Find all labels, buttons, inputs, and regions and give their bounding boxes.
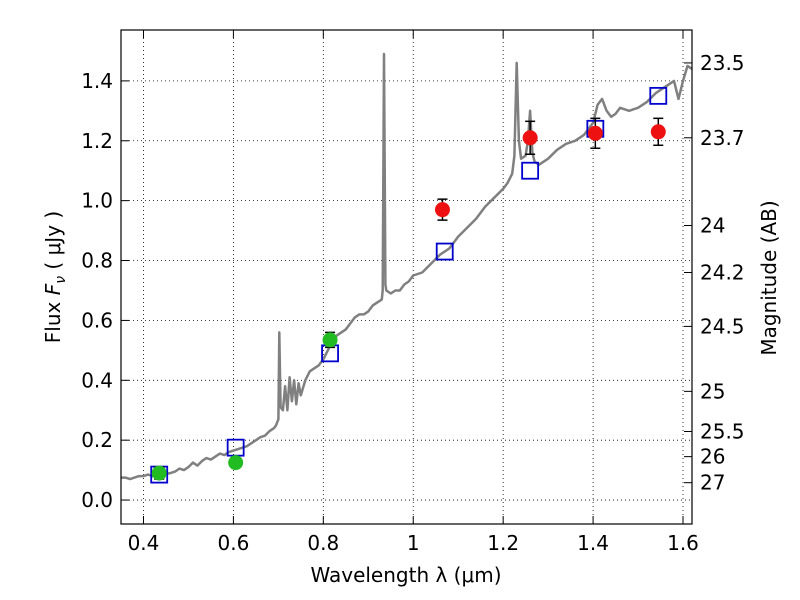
- photometry-markers: [150, 86, 668, 484]
- y-tick-label: 0.0: [81, 488, 113, 512]
- y-axis-label-subscript: ν: [53, 276, 69, 284]
- y-tick-label: 1.0: [81, 189, 113, 213]
- model-photometry-square: [435, 242, 454, 261]
- y-tick-label: 1.4: [81, 69, 113, 93]
- x-tick-label: 1.6: [667, 531, 699, 555]
- axis-ticks: 0.4 0.6 0.8 1 1.2 1.4 1.6 0.0 0.2 0.4 0.6 0.8 1.0 1.2…: [81, 30, 745, 555]
- y-axis-label: Flux Fν ( μJy ): [41, 211, 69, 343]
- y-tick-label: 0.6: [81, 308, 113, 332]
- plot-frame: [120, 29, 693, 525]
- y-axis-label-prefix: Flux: [41, 295, 65, 343]
- y2-tick-label: 24: [700, 214, 725, 238]
- y-axis-label-symbol: F: [41, 283, 65, 295]
- y2-tick-label: 27: [700, 471, 725, 495]
- x-tick-label: 1: [407, 531, 420, 555]
- observed-photometry-point: [587, 125, 603, 141]
- x-tick-label: 0.6: [217, 531, 249, 555]
- y-tick-label: 0.8: [81, 249, 113, 273]
- y2-tick-label: 26: [700, 445, 725, 469]
- y2-tick-label: 24.5: [700, 314, 745, 338]
- y-tick-label: 0.4: [81, 368, 113, 392]
- spectrum-line: [121, 52, 693, 481]
- observed-photometry-point: [151, 465, 167, 481]
- x-tick-label: 1.2: [487, 531, 519, 555]
- y2-tick-label: 25.5: [700, 419, 745, 443]
- spectrum-series: [121, 52, 693, 481]
- y-tick-label: 0.2: [81, 428, 113, 452]
- y-tick-label: 1.2: [81, 129, 113, 153]
- x-tick-label: 0.8: [307, 531, 339, 555]
- y-axis-label-suffix: ( μJy ): [41, 211, 65, 276]
- observed-photometry-point: [228, 455, 244, 471]
- y2-tick-label: 25: [700, 379, 725, 403]
- y2-tick-label: 23.5: [700, 51, 745, 75]
- model-photometry-square: [521, 161, 540, 180]
- x-tick-label: 1.4: [577, 531, 609, 555]
- observed-photometry-point: [650, 124, 666, 140]
- x-tick-label: 0.4: [128, 531, 160, 555]
- model-photometry-square: [649, 86, 668, 105]
- y2-tick-label: 24.2: [700, 261, 745, 285]
- y2-axis-label: Magnitude (AB): [757, 200, 781, 355]
- grid-lines: [121, 30, 692, 524]
- observed-photometry-point: [434, 202, 450, 218]
- x-axis-label: Wavelength λ (μm): [310, 563, 501, 587]
- observed-photometry-point: [522, 130, 538, 146]
- observed-photometry-point: [322, 332, 338, 348]
- y2-tick-label: 23.7: [700, 126, 745, 150]
